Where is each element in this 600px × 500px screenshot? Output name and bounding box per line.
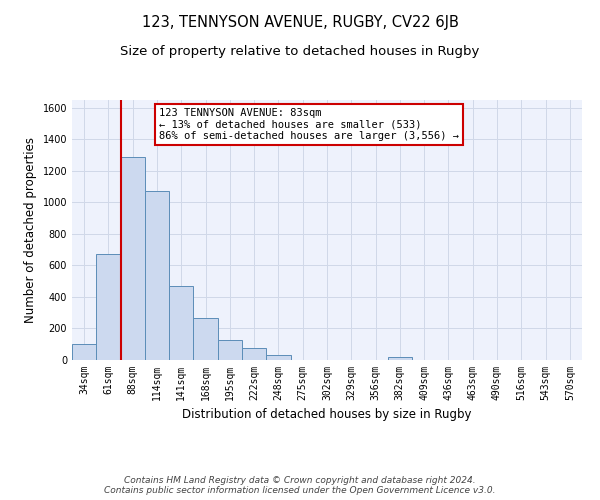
Text: 123 TENNYSON AVENUE: 83sqm
← 13% of detached houses are smaller (533)
86% of sem: 123 TENNYSON AVENUE: 83sqm ← 13% of deta…: [158, 108, 459, 141]
Bar: [193, 318, 218, 360]
Bar: [145, 192, 169, 360]
Bar: [169, 286, 193, 360]
Text: Size of property relative to detached houses in Rugby: Size of property relative to detached ho…: [121, 45, 479, 58]
Bar: [121, 156, 145, 360]
Text: 123, TENNYSON AVENUE, RUGBY, CV22 6JB: 123, TENNYSON AVENUE, RUGBY, CV22 6JB: [142, 15, 458, 30]
Bar: [266, 356, 290, 360]
Bar: [218, 340, 242, 360]
Bar: [96, 254, 121, 360]
Bar: [388, 357, 412, 360]
X-axis label: Distribution of detached houses by size in Rugby: Distribution of detached houses by size …: [182, 408, 472, 422]
Bar: [72, 344, 96, 360]
Y-axis label: Number of detached properties: Number of detached properties: [24, 137, 37, 323]
Text: Contains HM Land Registry data © Crown copyright and database right 2024.
Contai: Contains HM Land Registry data © Crown c…: [104, 476, 496, 495]
Bar: [242, 348, 266, 360]
